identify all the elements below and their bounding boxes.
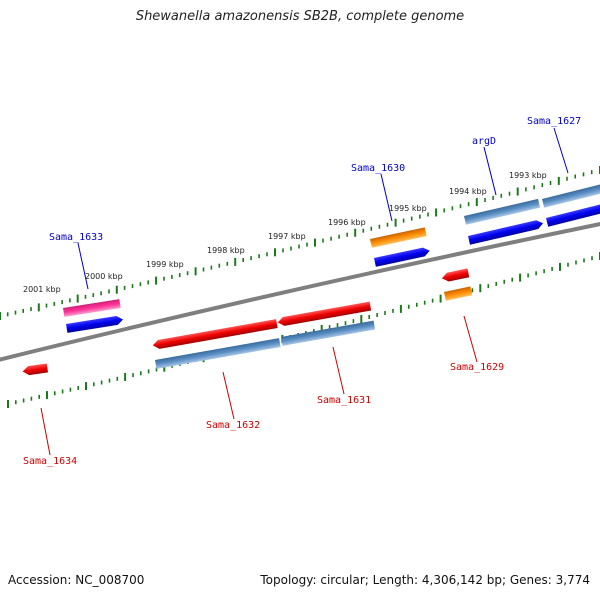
map-title: Shewanella amazonensis SB2B, complete ge…	[135, 9, 465, 24]
genome-backbone	[0, 222, 600, 362]
feature-track-gene	[155, 338, 281, 369]
feature-track-reverse-cds	[277, 301, 372, 326]
feature-track-trna	[444, 286, 473, 301]
ruler-label-2001: 2001 kbp	[23, 285, 61, 294]
gene-label-sama-1633[interactable]: Sama_1633	[49, 232, 103, 243]
gene-label-sama-1632[interactable]: Sama_1632	[206, 420, 260, 431]
ruler-label-1996: 1996 kbp	[328, 218, 366, 227]
outer-ruler-ticks	[0, 166, 600, 320]
label-leader-lines	[40, 127, 569, 456]
ruler-label-2000: 2000 kbp	[85, 272, 123, 281]
feature-track-forward-cds	[468, 220, 544, 245]
feature-track-trna	[370, 227, 427, 248]
feature-track-rrna	[63, 299, 121, 317]
ruler-label-1997: 1997 kbp	[268, 232, 306, 241]
gene-label-sama-1630[interactable]: Sama_1630	[351, 163, 405, 174]
gene-label-argd[interactable]: argD	[472, 136, 496, 147]
ruler-label-1998: 1998 kbp	[207, 246, 245, 255]
gene-label-sama-1629[interactable]: Sama_1629	[450, 362, 504, 373]
feature-track-forward-cds	[374, 247, 430, 267]
feature-track-gene	[281, 320, 376, 346]
feature-track-forward-cds	[546, 202, 600, 227]
feature-track-reverse-cds	[441, 268, 470, 282]
feature-track-forward-cds	[66, 316, 124, 333]
ruler-label-1994: 1994 kbp	[449, 187, 487, 196]
gene-label-sama-1634[interactable]: Sama_1634	[23, 456, 77, 467]
accession-text: Accession: NC_008700	[8, 573, 145, 587]
ruler-label-1999: 1999 kbp	[146, 260, 184, 269]
feature-track-reverse-cds	[22, 363, 49, 376]
ruler-label-1995: 1995 kbp	[389, 204, 427, 213]
gene-label-sama-1627[interactable]: Sama_1627	[527, 116, 581, 127]
gene-label-sama-1631[interactable]: Sama_1631	[317, 395, 371, 406]
feature-track-gene	[542, 182, 600, 208]
topology-text: Topology: circular; Length: 4,306,142 bp…	[260, 573, 590, 587]
feature-track-reverse-cds	[152, 319, 278, 349]
ruler-label-1993: 1993 kbp	[509, 171, 547, 180]
feature-track-gene	[464, 198, 541, 225]
